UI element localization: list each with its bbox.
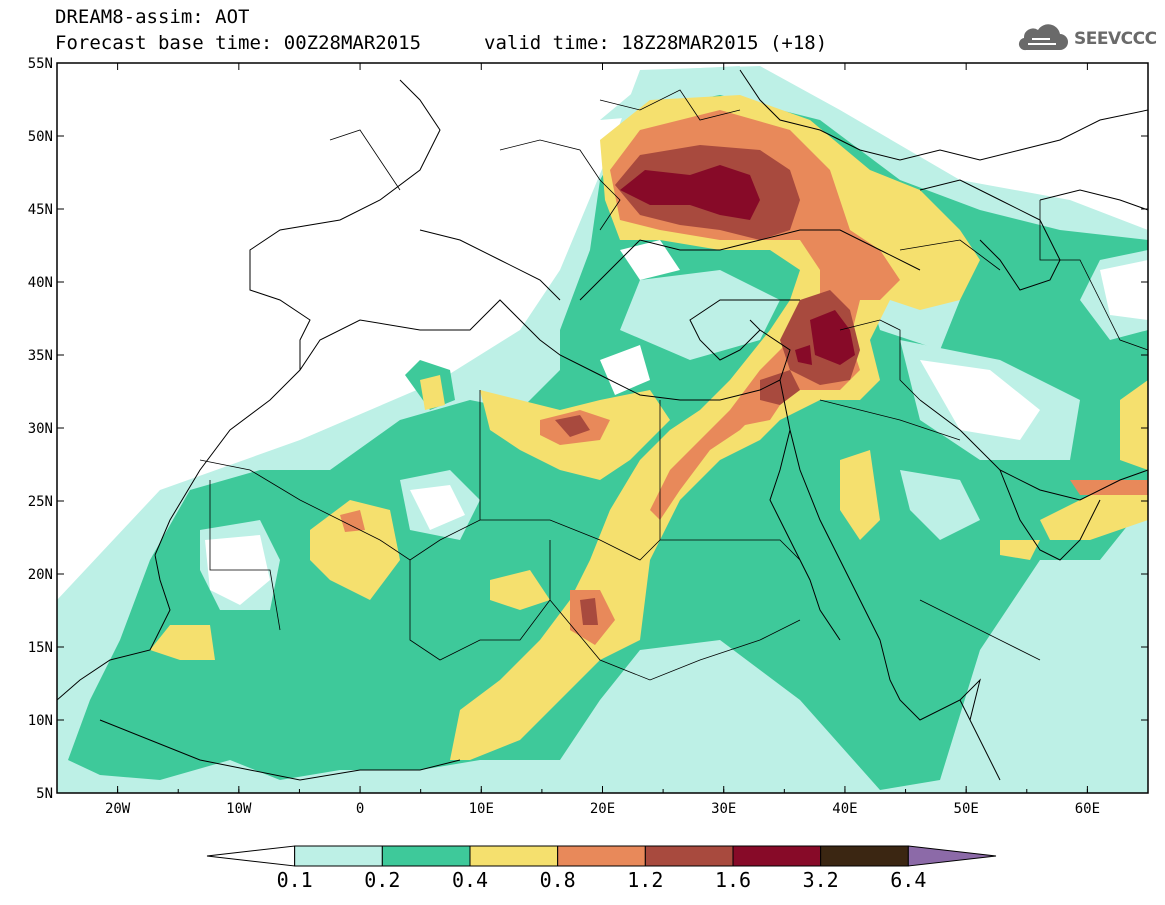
colorbar-swatch <box>644 845 734 867</box>
lat-label: 55N <box>28 56 53 72</box>
lat-label: 40N <box>28 275 53 291</box>
aot-low-areas <box>205 240 1148 605</box>
colorbar-upper-extension <box>907 845 997 867</box>
map-title: DREAM8-assim: AOT <box>55 6 250 28</box>
longitude-axis: 20W 10W 0 10E 20E 30E 40E 50E 60E <box>56 63 1149 817</box>
colorbar-swatch <box>294 845 383 867</box>
colorbar-swatch <box>469 845 559 867</box>
lat-label: 45N <box>28 202 53 218</box>
lat-label: 10N <box>28 713 53 729</box>
cloud-icon <box>1018 24 1068 51</box>
colorbar-lower-extension <box>206 845 296 867</box>
lat-label: 20N <box>28 567 53 583</box>
aot-band-1.6 <box>620 165 855 365</box>
lat-label: 15N <box>28 640 53 656</box>
colorbar-label: 0.1 <box>277 868 313 892</box>
colorbar: 0.1 0.2 0.4 0.8 1.2 1.6 3.2 6.4 <box>206 845 997 892</box>
lon-label: 40E <box>832 801 857 817</box>
country-borders <box>199 89 1148 681</box>
lat-label: 25N <box>28 494 53 510</box>
forecast-base-time: Forecast base time: 00Z28MAR2015 <box>55 32 422 54</box>
lon-label: 0 <box>356 801 364 817</box>
lat-label: 35N <box>28 348 53 364</box>
latitude-axis: 5N 10N 15N 20N 25N 30N 35N 40N 45N 50N 55N <box>28 56 1148 802</box>
colorbar-swatch <box>732 845 822 867</box>
lon-label: 30E <box>711 801 736 817</box>
colorbar-label: 1.2 <box>627 868 663 892</box>
logo-text: SEEVCCC <box>1074 29 1157 49</box>
lon-label: 60E <box>1075 801 1100 817</box>
lon-label: 10W <box>226 801 252 817</box>
colorbar-label: 0.8 <box>540 868 576 892</box>
aot-field <box>57 66 1148 793</box>
colorbar-swatch <box>381 845 471 867</box>
lon-label: 20W <box>105 801 131 817</box>
colorbar-label: 0.4 <box>452 868 488 892</box>
valid-time: valid time: 18Z28MAR2015 (+18) <box>484 32 828 54</box>
lat-label: 5N <box>36 786 53 802</box>
lon-label: 10E <box>469 801 494 817</box>
colorbar-swatch <box>557 845 646 867</box>
colorbar-swatch <box>820 845 909 867</box>
lon-label: 20E <box>590 801 615 817</box>
colorbar-label: 1.6 <box>715 868 751 892</box>
colorbar-label: 0.2 <box>364 868 400 892</box>
coastlines <box>57 69 1148 781</box>
lon-label: 50E <box>954 801 979 817</box>
lat-label: 50N <box>28 129 53 145</box>
lat-label: 30N <box>28 421 53 437</box>
seevccc-logo: SEEVCCC <box>1016 22 1157 56</box>
colorbar-label: 6.4 <box>890 868 926 892</box>
colorbar-label: 3.2 <box>803 868 839 892</box>
